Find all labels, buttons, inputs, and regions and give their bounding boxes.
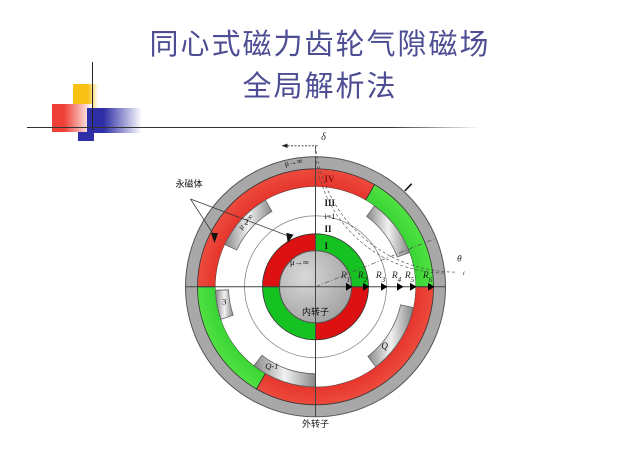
svg-text:i: i — [463, 270, 465, 277]
svg-text:Q: Q — [381, 341, 388, 351]
svg-text:II: II — [325, 224, 333, 234]
svg-text:外转子: 外转子 — [302, 418, 329, 429]
svg-text:IV: IV — [325, 174, 336, 184]
svg-text:I: I — [325, 241, 329, 251]
svg-text:2: 2 — [244, 217, 248, 227]
svg-text:δ: δ — [321, 132, 326, 143]
svg-text:i=1: i=1 — [325, 212, 336, 221]
svg-text:θ: θ — [457, 254, 462, 264]
svg-text:内转子: 内转子 — [302, 306, 329, 317]
svg-text:Q-1: Q-1 — [265, 361, 278, 371]
svg-text:永磁体: 永磁体 — [175, 178, 202, 189]
svg-text:μ→∞: μ→∞ — [290, 257, 309, 267]
svg-text:3: 3 — [222, 297, 226, 307]
